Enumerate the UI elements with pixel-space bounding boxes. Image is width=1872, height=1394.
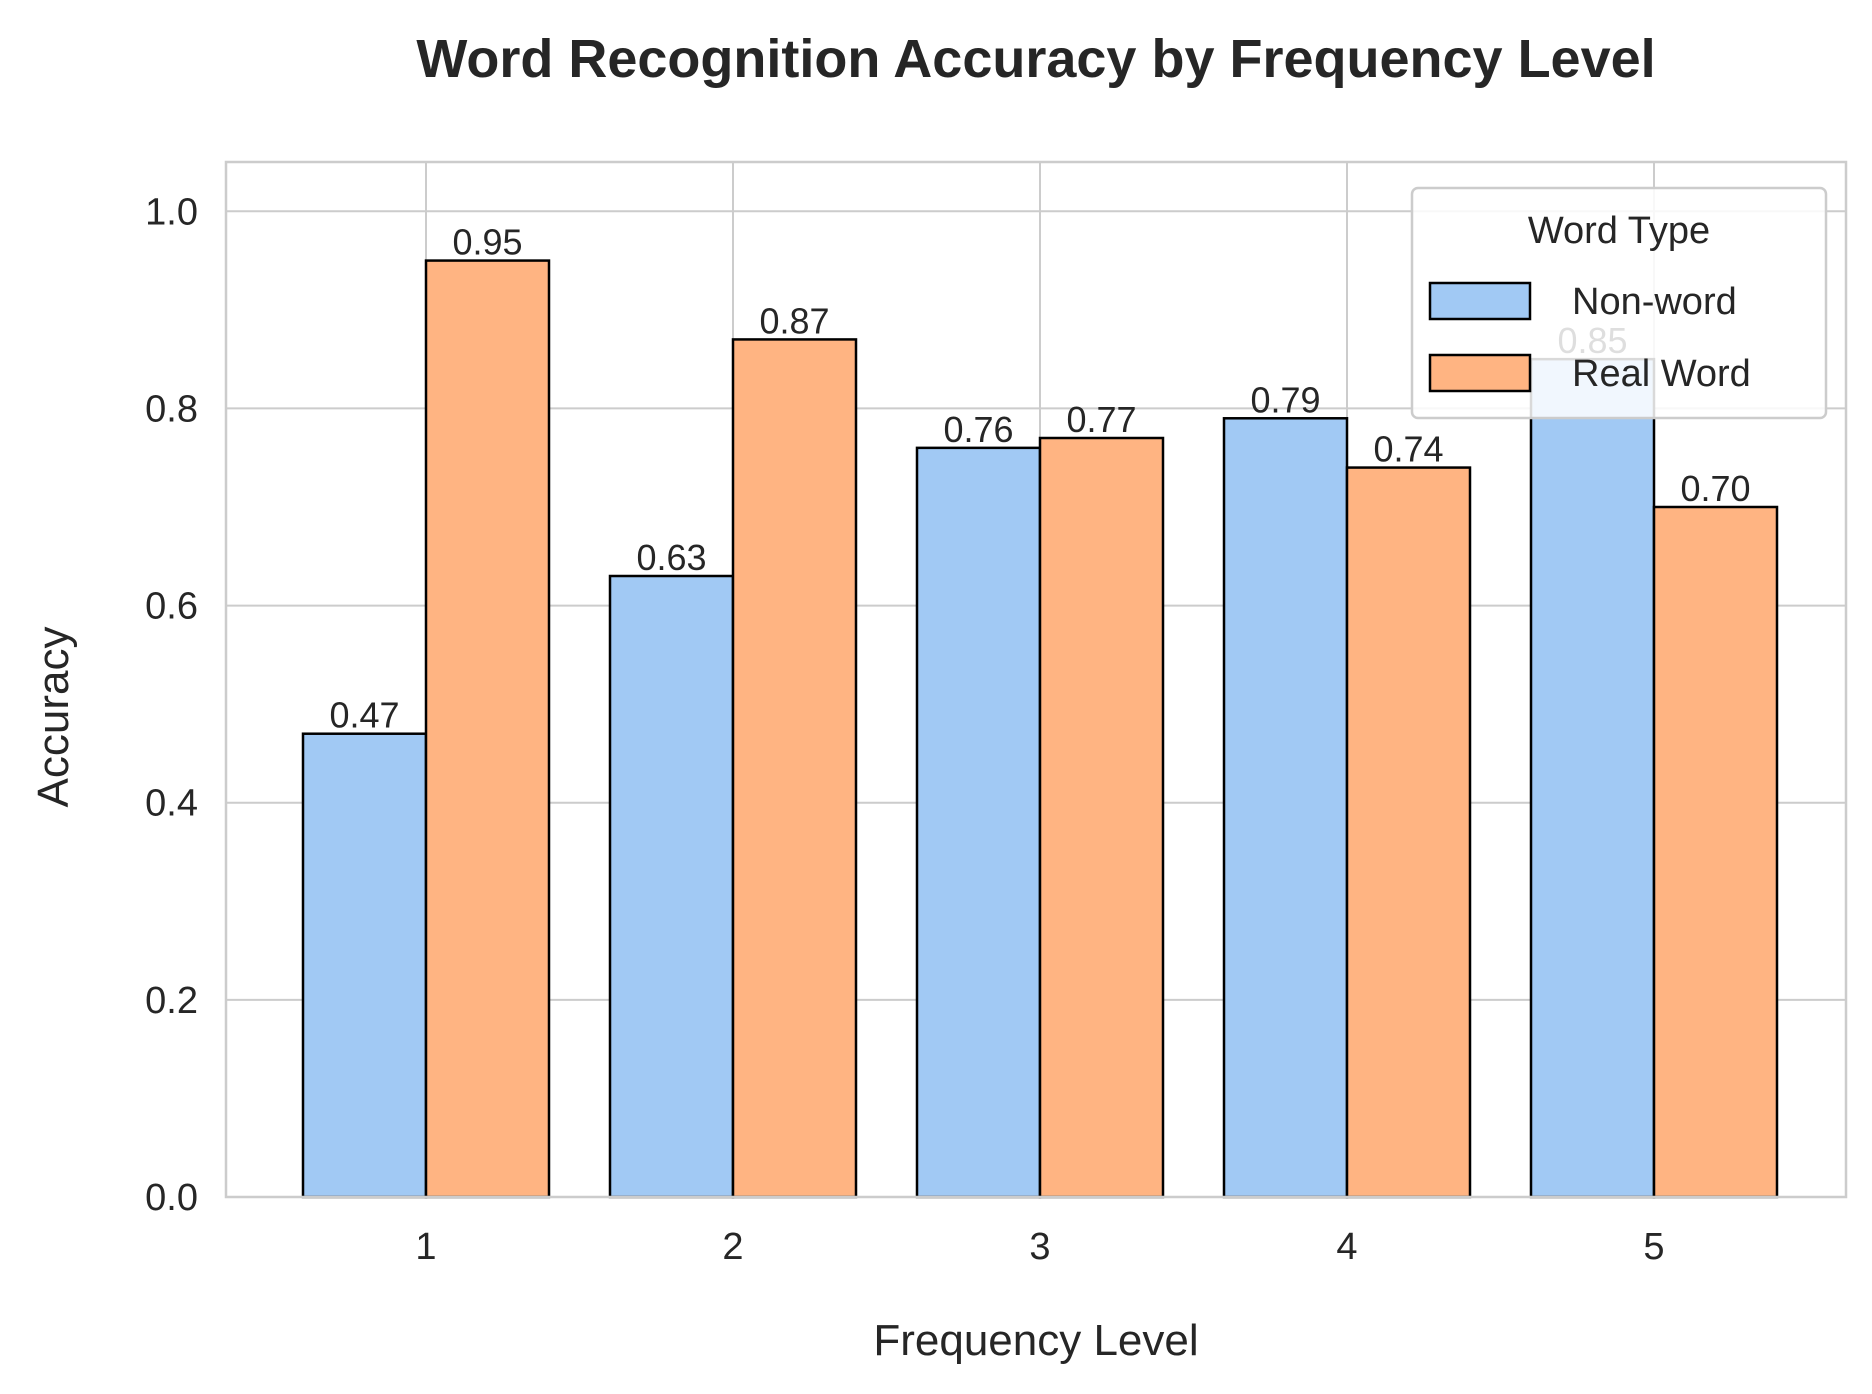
bar-non-word-2 <box>608 574 735 1199</box>
tick-labels: 0.0 0.2 0.4 0.6 0.8 1.0 1 2 3 4 5 <box>145 191 1664 1268</box>
data-label: 0.77 <box>1066 399 1136 440</box>
x-tick-label: 3 <box>1029 1226 1050 1268</box>
data-label: 0.76 <box>943 409 1013 450</box>
legend-entry-label: Real Word <box>1572 353 1751 395</box>
x-axis-label: Frequency Level <box>873 1316 1198 1365</box>
data-label: 0.95 <box>452 222 522 263</box>
x-tick-label: 5 <box>1643 1226 1664 1268</box>
bar-non-word-1 <box>301 732 428 1199</box>
data-label: 0.74 <box>1373 429 1443 470</box>
bar-real-word-2 <box>731 338 858 1199</box>
y-axis-label: Accuracy <box>29 627 78 808</box>
y-tick-label: 0.4 <box>145 783 198 825</box>
x-tick-label: 1 <box>415 1226 436 1268</box>
plot-frame <box>224 160 1848 1199</box>
y-tick-label: 1.0 <box>145 191 198 233</box>
data-label: 0.47 <box>329 695 399 736</box>
y-tick-label: 0.6 <box>145 586 198 628</box>
bar-non-word-4 <box>1222 417 1349 1199</box>
y-tick-label: 0.8 <box>145 388 198 430</box>
bar-real-word-1 <box>424 259 551 1199</box>
legend-title: Word Type <box>1528 210 1710 252</box>
bar-non-word-3 <box>915 446 1042 1199</box>
y-tick-label: 0.0 <box>145 1177 198 1219</box>
legend-swatch <box>1428 353 1532 393</box>
data-label: 0.70 <box>1680 468 1750 509</box>
legend: Word Type Non-word Real Word <box>1410 186 1828 420</box>
data-label: 0.87 <box>759 300 829 341</box>
data-label: 0.79 <box>1250 379 1320 420</box>
y-tick-label: 0.2 <box>145 980 198 1022</box>
legend-swatch <box>1428 281 1532 321</box>
bar-real-word-5 <box>1652 505 1779 1199</box>
x-tick-label: 4 <box>1336 1226 1357 1268</box>
bars <box>301 259 1779 1199</box>
bar-non-word-5 <box>1529 357 1656 1199</box>
legend-entries: Non-word Real Word <box>1428 281 1751 395</box>
chart-title: Word Recognition Accuracy by Frequency L… <box>416 29 1655 89</box>
data-label: 0.63 <box>636 537 706 578</box>
bar-real-word-3 <box>1038 436 1165 1199</box>
bar-real-word-4 <box>1345 466 1472 1199</box>
x-tick-label: 2 <box>722 1226 743 1268</box>
legend-entry-label: Non-word <box>1572 281 1737 323</box>
